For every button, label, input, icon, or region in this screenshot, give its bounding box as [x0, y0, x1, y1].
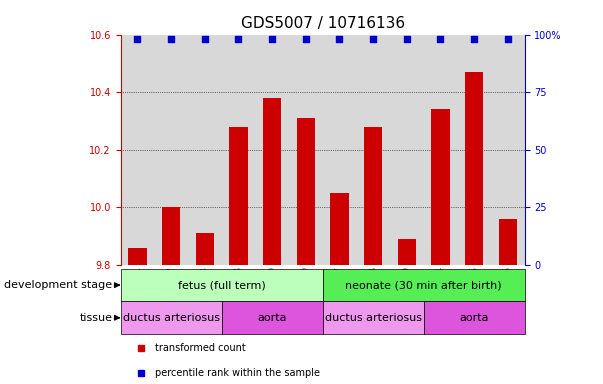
Text: ductus arteriosus: ductus arteriosus	[324, 313, 421, 323]
Bar	[423, 35, 457, 265]
Bar	[263, 98, 282, 265]
Text: tissue: tissue	[80, 313, 113, 323]
Bar	[431, 109, 450, 265]
Point	[402, 36, 412, 42]
Bar	[491, 35, 525, 265]
Bar	[499, 219, 517, 265]
Point	[301, 36, 311, 42]
Text: percentile rank within the sample: percentile rank within the sample	[155, 368, 320, 378]
Bar	[221, 301, 323, 334]
Bar	[154, 35, 188, 265]
Point	[233, 36, 243, 42]
Bar	[423, 301, 525, 334]
Bar	[255, 35, 289, 265]
Bar	[229, 127, 248, 265]
Title: GDS5007 / 10716136: GDS5007 / 10716136	[241, 16, 405, 31]
Bar	[297, 118, 315, 265]
Bar	[364, 127, 382, 265]
Point	[267, 36, 277, 42]
Bar	[457, 35, 491, 265]
Point	[133, 36, 142, 42]
Point	[435, 36, 445, 42]
Bar	[188, 35, 222, 265]
Point	[469, 36, 479, 42]
Bar	[330, 193, 349, 265]
Text: development stage: development stage	[4, 280, 113, 290]
Bar	[289, 35, 323, 265]
Text: fetus (full term): fetus (full term)	[178, 280, 265, 290]
Text: aorta: aorta	[459, 313, 489, 323]
Bar	[465, 72, 484, 265]
Text: ductus arteriosus: ductus arteriosus	[122, 313, 219, 323]
Bar	[356, 35, 390, 265]
Bar	[121, 269, 323, 301]
Point	[166, 36, 176, 42]
Bar	[323, 35, 356, 265]
Point	[335, 36, 344, 42]
Bar	[121, 301, 221, 334]
Bar	[397, 239, 416, 265]
Bar	[323, 269, 525, 301]
Bar	[121, 35, 154, 265]
Bar	[195, 233, 214, 265]
Bar	[128, 248, 147, 265]
Bar	[221, 35, 255, 265]
Point	[368, 36, 378, 42]
Bar	[390, 35, 423, 265]
Point	[503, 36, 513, 42]
Text: transformed count: transformed count	[155, 343, 245, 353]
Text: neonate (30 min after birth): neonate (30 min after birth)	[346, 280, 502, 290]
Bar	[323, 301, 423, 334]
Text: aorta: aorta	[257, 313, 287, 323]
Point	[200, 36, 210, 42]
Bar	[162, 207, 180, 265]
